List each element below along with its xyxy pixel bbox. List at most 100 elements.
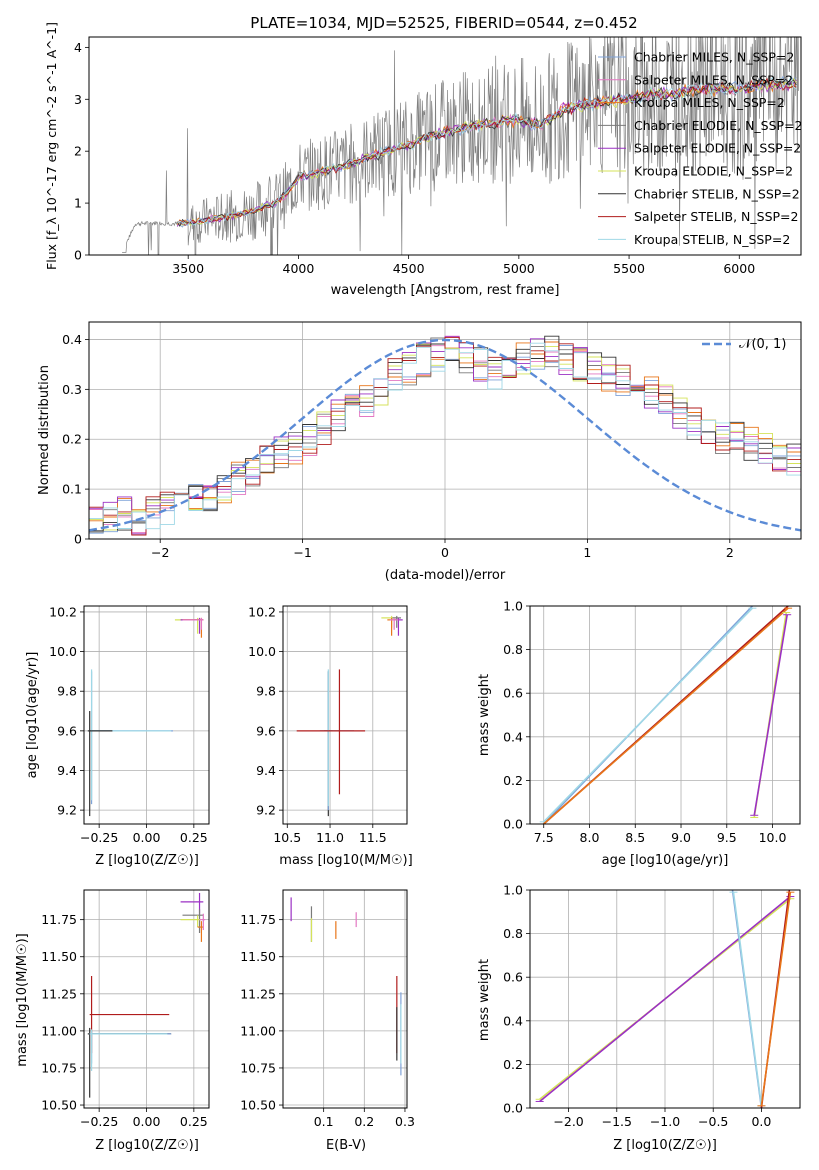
mass-vs-EBV-series xyxy=(290,897,402,1076)
weight-vs-Z-panel: −2.0 −1.5 −1.0 −0.5 0.0 0.0 0.2 0.4 0.6 0.8 1.0 Z … xyxy=(477,883,801,1153)
weight-vs-age-ticks: 7.5 8.0 8.5 9.0 9.5 10.0 0.0 0.2 0.4 0.6 0.8 1.0 xyxy=(503,599,786,846)
xtick-label: −1.5 xyxy=(602,1114,632,1129)
xtick-label: 11.5 xyxy=(359,830,387,845)
legend-label: Chabrier STELIB, N_SSP=2 xyxy=(634,186,800,201)
legend-label: Chabrier ELODIE, N_SSP=2 xyxy=(634,118,803,133)
weight-vs-Z-series xyxy=(535,890,795,1108)
ytick-label: 9.8 xyxy=(256,684,276,699)
age-vs-mass-axes-frame xyxy=(282,605,408,825)
xtick-label: −2.0 xyxy=(553,1114,583,1129)
ytick-label: 10.0 xyxy=(49,644,77,659)
age-vs-mass-xlabel: mass [log10(M/M☉)] xyxy=(279,853,412,868)
ytick-label: 11.75 xyxy=(41,912,77,927)
legend-label: Kroupa MILES, N_SSP=2 xyxy=(634,95,785,110)
ytick-label: 10.50 xyxy=(41,1098,77,1113)
legend-label: Kroupa STELIB, N_SSP=2 xyxy=(634,232,790,247)
figure-title: PLATE=1034, MJD=52525, FIBERID=0544, z=0… xyxy=(250,14,637,32)
ytick-label: 9.6 xyxy=(256,723,276,738)
ytick-label: 0.3 xyxy=(62,382,82,397)
ytick-label: 11.75 xyxy=(240,912,276,927)
xtick-label: −1 xyxy=(293,545,311,560)
spectrum-axes-frame xyxy=(88,36,802,256)
xtick-label: 11.0 xyxy=(316,830,344,845)
histogram-chabrier-stelib xyxy=(89,335,801,532)
ytick-label: 0.8 xyxy=(503,926,523,941)
ytick-label: 11.50 xyxy=(240,949,276,964)
xtick-label: 3500 xyxy=(172,261,204,276)
age-vs-Z-xlabel: Z [log10(Z/Z☉)] xyxy=(95,853,199,868)
weight-vs-age-series xyxy=(539,606,793,824)
ytick-label: 1.0 xyxy=(503,883,523,898)
legend-label: Kroupa ELODIE, N_SSP=2 xyxy=(634,164,793,179)
xtick-label: 2 xyxy=(726,545,734,560)
ytick-label: 2 xyxy=(74,144,82,159)
xtick-label: 0.1 xyxy=(314,1114,334,1129)
ytick-label: 11.50 xyxy=(41,949,77,964)
xtick-label: 7.5 xyxy=(534,830,554,845)
residuals-ylabel: Normed distribution xyxy=(37,365,52,495)
xtick-label: −0.5 xyxy=(698,1114,728,1129)
ytick-label: 9.4 xyxy=(57,763,77,778)
ytick-label: 10.75 xyxy=(240,1060,276,1075)
xtick-label: 1 xyxy=(583,545,591,560)
spectrum-data-line xyxy=(122,37,799,255)
ytick-label: 0.0 xyxy=(503,817,523,832)
xtick-label: 0.25 xyxy=(180,1114,208,1129)
ytick-label: 10.2 xyxy=(248,604,276,619)
ytick-label: 0.4 xyxy=(62,332,82,347)
mass-vs-Z-panel: −0.25 0.00 0.25 10.50 10.75 11.00 11.25 11.50 11… xyxy=(15,889,210,1153)
xtick-label: 0.0 xyxy=(751,1114,771,1129)
ytick-label: 10.0 xyxy=(248,644,276,659)
ytick-label: 9.2 xyxy=(57,803,77,818)
ytick-label: 11.25 xyxy=(41,986,77,1001)
xtick-label: 9.0 xyxy=(671,830,691,845)
legend-label: Salpeter ELODIE, N_SSP=2 xyxy=(634,141,801,156)
ytick-label: 0.2 xyxy=(503,1057,523,1072)
xtick-label: −0.25 xyxy=(80,1114,118,1129)
weight-line-salpeter-elodie xyxy=(753,614,788,816)
ytick-label: 0 xyxy=(74,248,82,263)
spectrum-legend: Chabrier MILES, N_SSP=2 Salpeter MILES, N… xyxy=(598,50,803,247)
histogram-kroupa-stelib xyxy=(89,342,801,530)
weight-line-salpeter-elodie xyxy=(539,895,791,1103)
weight-vs-age-xlabel: age [log10(age/yr)] xyxy=(602,853,729,868)
model-line-kroupa-stelib xyxy=(176,75,797,227)
age-vs-Z-series xyxy=(87,617,204,817)
xtick-label: −1.0 xyxy=(650,1114,680,1129)
weight-vs-age-panel: 7.5 8.0 8.5 9.0 9.5 10.0 0.0 0.2 0.4 0.6 0.8 1.0 ag… xyxy=(477,599,801,868)
xtick-label: 0.25 xyxy=(180,830,208,845)
age-vs-mass-ticks: 10.5 11.0 11.5 9.2 9.4 9.6 9.8 10.0 10.2 xyxy=(248,604,387,845)
mass-vs-EBV-axes-frame xyxy=(282,889,408,1109)
mass-vs-Z-xlabel: Z [log10(Z/Z☉)] xyxy=(95,1138,199,1153)
xtick-label: 4500 xyxy=(393,261,425,276)
ytick-label: 0.4 xyxy=(503,1013,523,1028)
residuals-legend: 𝒩(0, 1) xyxy=(702,337,786,352)
age-vs-mass-series xyxy=(296,615,403,817)
xtick-label: −2 xyxy=(151,545,169,560)
age-vs-mass-grid xyxy=(283,606,407,824)
ytick-label: 11.00 xyxy=(240,1023,276,1038)
ytick-label: 0.0 xyxy=(503,1101,523,1116)
mass-vs-Z-grid xyxy=(84,890,209,1108)
xtick-label: 10.5 xyxy=(273,830,301,845)
ytick-label: 9.4 xyxy=(256,763,276,778)
ytick-label: 0 xyxy=(74,532,82,547)
xtick-label: 0.00 xyxy=(133,830,161,845)
xtick-label: 8.0 xyxy=(580,830,600,845)
spectrum-panel: 3500 4000 4500 5000 5500 6000 0 1 2 3 4 wavelength… xyxy=(44,22,803,298)
mass-vs-EBV-xlabel: E(B-V) xyxy=(326,1138,366,1153)
weight-line-kroupa-stelib xyxy=(732,892,763,1106)
ytick-label: 10.75 xyxy=(41,1060,77,1075)
ytick-label: 0.6 xyxy=(503,970,523,985)
xtick-label: 10.0 xyxy=(759,830,787,845)
legend-label: Salpeter MILES, N_SSP=2 xyxy=(634,72,793,87)
residuals-ticks: −2 −1 0 1 2 0 0.1 0.2 0.3 0.4 xyxy=(62,332,734,560)
ytick-label: 9.6 xyxy=(57,723,77,738)
mass-vs-EBV-panel: 0.1 0.2 0.310.5010.7511.0011.2511.5011.75 … xyxy=(240,889,415,1153)
residuals-xlabel: (data-model)/error xyxy=(385,568,506,583)
mass-vs-Z-series xyxy=(87,892,206,1098)
ytick-label: 10.50 xyxy=(240,1098,276,1113)
ytick-label: 0.1 xyxy=(62,482,82,497)
xtick-label: 4000 xyxy=(283,261,315,276)
